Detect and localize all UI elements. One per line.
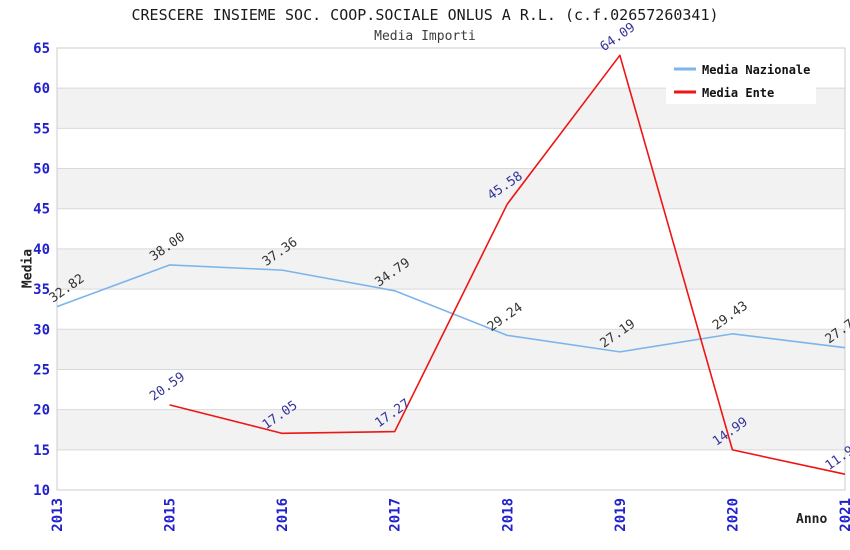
- svg-text:2019: 2019: [613, 498, 629, 532]
- y-tick-label: 30: [33, 322, 50, 338]
- plot-band: [57, 409, 845, 450]
- legend-label-media-ente: Media Ente: [702, 86, 774, 100]
- chart-subtitle: Media Importi: [374, 29, 476, 44]
- svg-text:29.43: 29.43: [710, 299, 751, 334]
- legend-box: [666, 56, 816, 104]
- x-tick-label: 2018: [500, 498, 516, 532]
- y-tick-label: 50: [33, 162, 50, 178]
- y-tick-label: 65: [33, 41, 50, 57]
- y-tick-label: 60: [33, 81, 50, 97]
- x-tick-label: 2013: [50, 498, 66, 532]
- svg-text:2021: 2021: [838, 498, 850, 532]
- plot-band: [57, 329, 845, 370]
- x-tick-label: 2019: [613, 498, 629, 532]
- series-line-media-ente: [169, 54, 846, 475]
- x-tick-label: 2017: [388, 498, 404, 532]
- point-label-media-ente: 20.59: [147, 370, 188, 405]
- y-tick-label: 55: [33, 121, 50, 137]
- series-line-media-nazionale: [56, 264, 846, 353]
- legend-label-media-nazionale: Media Nazionale: [702, 63, 810, 77]
- y-tick-label: 15: [33, 443, 50, 459]
- y-tick-label: 45: [33, 202, 50, 218]
- x-axis-title: Anno: [796, 512, 828, 527]
- svg-text:2020: 2020: [725, 498, 741, 532]
- legend: Media Nazionale Media Ente: [666, 56, 816, 104]
- x-tick-label: 2015: [163, 498, 179, 532]
- y-tick-label: 10: [33, 483, 50, 499]
- svg-text:20.59: 20.59: [147, 370, 188, 405]
- x-tick-label: 2020: [725, 498, 741, 532]
- svg-text:2015: 2015: [163, 498, 179, 532]
- svg-text:2018: 2018: [500, 498, 516, 532]
- svg-text:2013: 2013: [50, 498, 66, 532]
- svg-text:64.09: 64.09: [598, 20, 639, 55]
- svg-text:2016: 2016: [275, 498, 291, 532]
- plot-border: [56, 47, 846, 491]
- svg-text:2017: 2017: [388, 498, 404, 532]
- point-label-media-nazionale: 29.43: [710, 299, 751, 334]
- plot-band: [57, 248, 845, 290]
- plot-band: [57, 168, 845, 209]
- x-tick-label: 2021: [838, 498, 850, 532]
- x-tick-label: 2016: [275, 498, 291, 532]
- chart-title: CRESCERE INSIEME SOC. COOP.SOCIALE ONLUS…: [131, 6, 719, 24]
- y-tick-label: 25: [33, 362, 50, 378]
- y-tick-label: 40: [33, 242, 50, 258]
- y-tick-label: 35: [33, 282, 50, 298]
- point-label-media-ente: 64.09: [598, 20, 639, 55]
- y-tick-label: 20: [33, 403, 50, 419]
